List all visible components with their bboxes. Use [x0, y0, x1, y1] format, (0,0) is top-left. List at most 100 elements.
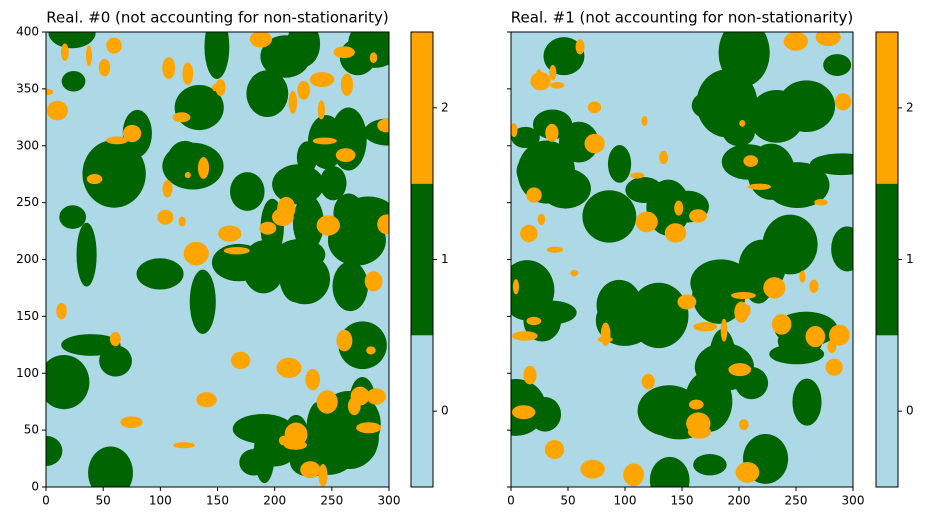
- y-tick-label: 150: [16, 309, 39, 323]
- facies-blob: [708, 329, 737, 392]
- facies-blob: [300, 461, 321, 479]
- facies-blob: [60, 43, 69, 61]
- facies-blob: [211, 83, 220, 92]
- x-tick-label: 100: [149, 494, 172, 508]
- facies-blob: [825, 358, 843, 376]
- facies-blob: [106, 37, 122, 54]
- facies-blob: [674, 200, 684, 216]
- facies-blob: [693, 322, 718, 332]
- colorbar-tick-label: 1: [441, 252, 449, 266]
- facies-blob: [284, 422, 308, 447]
- y-tick-label: 400: [16, 25, 39, 39]
- facies-blob: [86, 45, 93, 67]
- colorbar-tick-label: 1: [906, 252, 914, 266]
- facies-blob: [336, 329, 353, 352]
- facies-blob: [230, 172, 265, 211]
- facies-blob: [272, 164, 325, 205]
- colorbar-tick-label: 0: [906, 404, 914, 418]
- x-tick-label: 200: [728, 494, 751, 508]
- x-tick-label: 50: [560, 494, 575, 508]
- facies-blob: [641, 116, 648, 126]
- facies-blob: [377, 118, 389, 133]
- facies-blob: [735, 461, 760, 483]
- y-tick-label: 50: [24, 423, 39, 437]
- facies-blob: [544, 439, 565, 460]
- facies-blob: [664, 223, 687, 243]
- facies-blob: [61, 71, 86, 92]
- facies-blob: [366, 388, 386, 405]
- facies-blob: [805, 325, 826, 348]
- facies-blob: [765, 162, 830, 209]
- facies-blob: [297, 80, 310, 100]
- facies-blob: [184, 172, 191, 179]
- facies-blob: [305, 368, 321, 391]
- facies-blob: [831, 226, 853, 272]
- facies-blob: [333, 46, 355, 59]
- facies-blob: [512, 279, 519, 295]
- facies-blob: [318, 464, 328, 487]
- facies-blob: [204, 32, 230, 79]
- facies-blob: [623, 463, 644, 487]
- facies-blob: [246, 70, 289, 117]
- facies-blob: [99, 345, 132, 377]
- x-tick-label: 250: [320, 494, 343, 508]
- facies-blob: [277, 361, 296, 370]
- x-tick-label: 0: [507, 494, 515, 508]
- facies-blob: [523, 365, 537, 385]
- facies-blob: [545, 123, 559, 142]
- facies-blob: [316, 390, 338, 414]
- chart-title: Real. #1 (not accounting for non-station…: [511, 9, 853, 27]
- facies-blob: [288, 90, 298, 114]
- facies-blob: [747, 183, 772, 190]
- facies-blob: [223, 247, 250, 255]
- facies-blob: [335, 148, 356, 163]
- facies-blob: [162, 57, 176, 79]
- facies-blob: [799, 270, 806, 283]
- facies-blob: [520, 224, 538, 243]
- colorbar-band: [876, 183, 898, 336]
- facies-blob: [600, 322, 611, 346]
- facies-blob: [98, 58, 111, 77]
- facies-blob: [570, 269, 579, 277]
- facies-blob: [215, 79, 226, 97]
- y-tick-label: 250: [16, 195, 39, 209]
- facies-blob: [584, 133, 605, 154]
- facies-blob: [239, 449, 268, 476]
- facies-blob: [587, 101, 602, 114]
- facies-blob: [106, 136, 129, 145]
- facies-blob: [316, 215, 340, 236]
- raster: [46, 32, 389, 487]
- facies-blob: [607, 145, 632, 183]
- colorbar-tick-label: 2: [906, 100, 914, 114]
- facies-blob: [641, 373, 655, 390]
- facies-blob: [319, 166, 347, 201]
- facies-blob: [218, 225, 242, 242]
- facies-blob: [167, 140, 204, 182]
- facies-blob: [364, 271, 383, 292]
- facies-blob: [814, 198, 828, 206]
- facies-blob: [625, 177, 663, 204]
- x-tick-label: 250: [785, 494, 808, 508]
- facies-blob: [120, 416, 143, 429]
- facies-blob: [723, 64, 751, 93]
- facies-blob: [686, 412, 711, 435]
- facies-blob: [659, 150, 669, 165]
- facies-blob: [136, 258, 184, 290]
- facies-blob: [739, 120, 746, 127]
- colorbar-band: [411, 32, 433, 184]
- facies-blob: [638, 300, 661, 335]
- facies-blob: [122, 124, 142, 143]
- facies-blob: [312, 137, 337, 145]
- x-tick-label: 300: [842, 494, 865, 508]
- facies-blob: [731, 291, 756, 300]
- facies-blob: [46, 435, 63, 466]
- facies-blob: [292, 195, 324, 251]
- facies-blob: [815, 32, 841, 47]
- facies-blob: [338, 321, 387, 370]
- facies-blob: [178, 216, 186, 227]
- x-tick-label: 50: [96, 494, 111, 508]
- facies-blob: [720, 318, 728, 342]
- facies-blob: [630, 172, 645, 179]
- facies-blob: [173, 442, 195, 449]
- facies-blob: [109, 331, 121, 347]
